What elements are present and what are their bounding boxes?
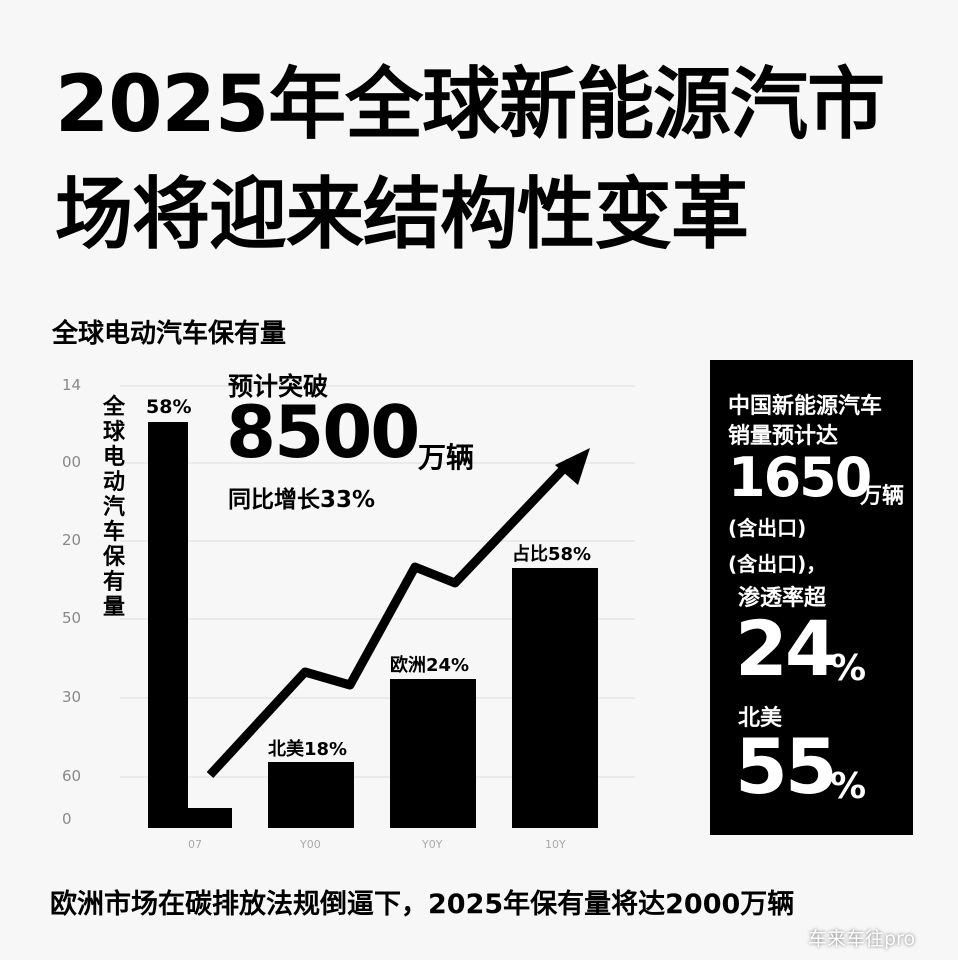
arrow-head	[555, 448, 590, 485]
axis-label: 50	[62, 609, 82, 627]
bar	[512, 568, 598, 828]
x-label: Y0Y	[422, 838, 443, 851]
x-label: 10Y	[545, 838, 566, 851]
vertical-label: 全球电动汽车保有量	[103, 395, 126, 620]
x-label: Y00	[300, 838, 321, 851]
bar-label: 欧洲24%	[390, 655, 470, 676]
bar	[148, 422, 232, 828]
forecast-number: 8500	[226, 390, 420, 474]
bar-label: 58%	[146, 396, 192, 418]
panel-text: 中国新能源汽车	[728, 394, 883, 419]
bar-label: 北美18%	[268, 739, 348, 760]
panel-text: 销量预计达	[728, 424, 839, 449]
footer-text: 欧洲市场在碳排放法规倒逼下，2025年保有量将达2000万辆	[50, 889, 795, 920]
panel-number: 1650	[728, 446, 872, 509]
panel-text: (含出口)	[728, 516, 807, 540]
x-label: 07	[188, 838, 202, 851]
forecast-lead: 预计突破	[228, 372, 329, 401]
axis-label: 60	[62, 767, 82, 785]
axis-label: 20	[62, 531, 82, 549]
bar	[268, 762, 354, 828]
panel-unit: 万辆	[860, 484, 905, 509]
axis-label: 14	[62, 376, 82, 394]
panel-percent-sign: %	[830, 648, 867, 689]
panel-text: 渗透率超	[738, 586, 827, 611]
trend-arrow	[206, 458, 574, 779]
forecast-unit: 万辆	[418, 441, 475, 474]
panel-percent: 24	[735, 604, 838, 693]
title-line: 2025年全球新能源汽市	[55, 60, 885, 150]
panel-text: 北美	[738, 706, 783, 731]
panel-percent: 55	[735, 722, 838, 811]
panel-text: (含出口)，	[728, 552, 827, 576]
axis-label: 0	[62, 810, 72, 828]
axis-label: 30	[62, 688, 82, 706]
info-panel	[710, 360, 913, 835]
chart-heading: 全球电动汽车保有量	[52, 319, 287, 349]
panel-percent-sign: %	[830, 766, 867, 807]
forecast-growth: 同比增长33%	[228, 487, 376, 513]
bar-label: 占比58%	[512, 544, 592, 565]
watermark: 车来车往pro	[808, 928, 916, 950]
axis-label: 00	[62, 453, 82, 471]
title-line: 场将迎来结构性变革	[55, 170, 749, 260]
bar	[390, 679, 476, 828]
